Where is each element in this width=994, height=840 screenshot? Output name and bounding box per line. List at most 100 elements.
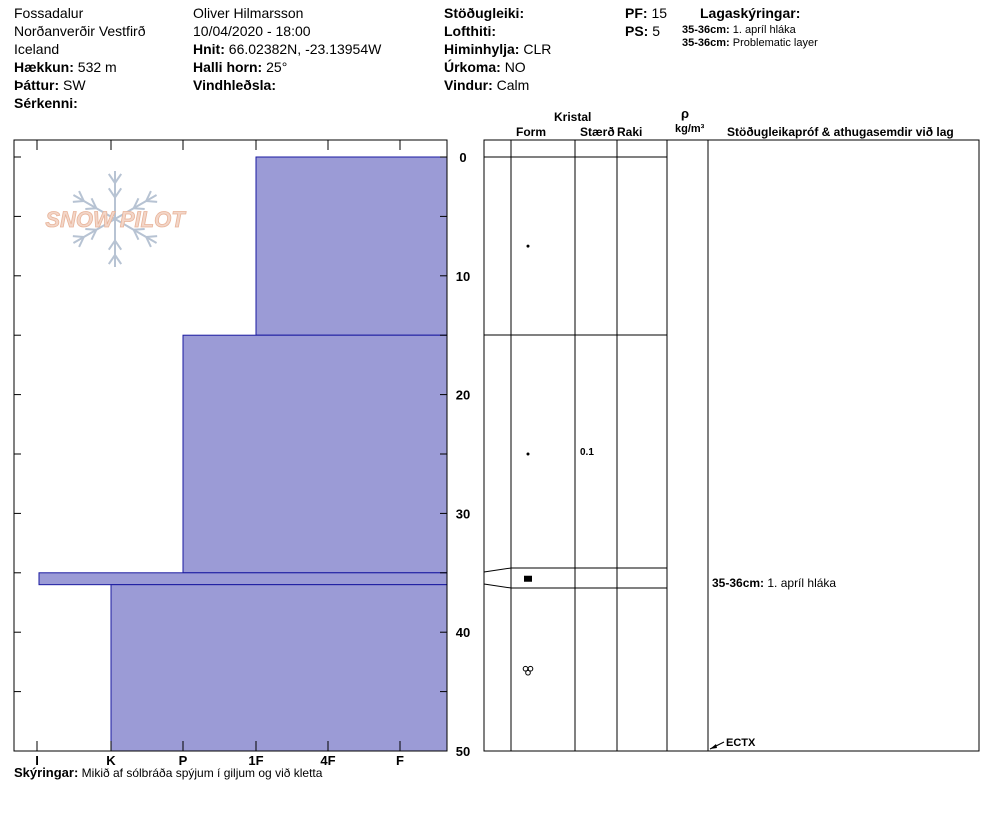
snowflake-branch <box>90 197 98 209</box>
coords-value: 66.02382N, -23.13954W <box>228 41 382 57</box>
wind-row: Vindur: Calm <box>444 76 551 94</box>
snowflake-branch <box>146 200 158 203</box>
footer-text: Mikið af sólbráða spýjum í giljum og við… <box>81 766 323 780</box>
hardness-tick-label: 4F <box>320 753 335 768</box>
snowflake-branch <box>133 207 145 211</box>
stability-row: Stöðugleiki: <box>444 4 551 22</box>
observer-name: Oliver Hilmarsson <box>193 5 304 21</box>
snowflake-branch <box>145 190 152 202</box>
hardness-bar-4 <box>110 584 448 752</box>
logo-text: SNOW PILOT <box>45 207 186 232</box>
location-name: Fossadalur <box>14 5 84 21</box>
depth-tick-label: 50 <box>456 744 470 759</box>
density-unit-header: kg/m³ <box>675 123 705 135</box>
snowflake-branch <box>78 236 85 248</box>
layer-boundary-connector <box>483 583 512 589</box>
pf-value: 15 <box>651 5 668 21</box>
stability-test-result: ECTX <box>726 737 756 749</box>
wind-value: Calm <box>496 77 530 93</box>
snowflake-branch <box>145 236 152 248</box>
precip-value: NO <box>504 59 526 75</box>
form-symbol-ring <box>527 665 534 672</box>
region-name: Norðanverðir Vestfirð <box>14 23 146 39</box>
hardness-bar-3 <box>38 572 448 586</box>
depth-tick-label: 40 <box>456 625 470 640</box>
form-header: Form <box>516 125 546 139</box>
layer-notes-title-text: Lagaskýringar: <box>700 5 801 21</box>
snowflake-branch <box>107 173 116 184</box>
size-value-cell: 0.1 <box>580 447 594 458</box>
form-symbol-square <box>524 575 532 582</box>
hardness-bars <box>38 156 448 752</box>
ps-row: PS: 5 <box>625 22 667 40</box>
pf-label: PF: <box>625 5 648 21</box>
snowflake-branch <box>78 190 85 202</box>
pf-row: PF: 15 <box>625 4 667 22</box>
snowflake-arm <box>114 194 158 220</box>
hardness-tick-label: F <box>396 753 404 768</box>
snowflake-branch <box>85 207 97 211</box>
layer-note-2-range: 35-36cm: <box>682 37 730 49</box>
observation-datetime: 10/04/2020 - 18:00 <box>193 23 311 39</box>
layer-comment-range: 35-36cm: <box>712 576 765 590</box>
precip-label: Úrkoma: <box>444 59 501 75</box>
footer-label: Skýringar: <box>14 765 79 780</box>
header-col-3: Stöðugleiki: Lofthiti: Himinhylja: CLR Ú… <box>444 4 551 94</box>
layers-table <box>483 139 980 752</box>
hardness-ticks: I K P 1F 4F F <box>35 140 404 768</box>
ps-value: 5 <box>652 23 661 39</box>
snowflake-branch <box>114 254 123 265</box>
ps-label: PS: <box>625 23 649 39</box>
elevation-row: Hækkun: 532 m <box>14 58 146 76</box>
snowflake-branch <box>114 240 123 251</box>
snowflake-branch <box>114 187 123 198</box>
snowflake-branch <box>107 240 116 251</box>
snowflake-branch <box>133 227 145 231</box>
wind-loading-row: Vindhleðsla: <box>193 76 381 94</box>
depth-tick-label: 10 <box>456 269 470 284</box>
header-col-2: Oliver Hilmarsson 10/04/2020 - 18:00 Hni… <box>193 4 381 94</box>
slope-value: 25° <box>266 59 288 75</box>
rho-header: ρ <box>681 106 690 121</box>
size-header: Stærð <box>580 125 615 139</box>
aspect-row: Þáttur: SW <box>14 76 146 94</box>
snowflake-arm <box>114 218 158 244</box>
test-result-arrowhead <box>710 744 717 749</box>
air-temp-row: Lofthiti: <box>444 22 551 40</box>
coords-row: Hnit: 66.02382N, -23.13954W <box>193 40 381 58</box>
snowflake-arm <box>72 218 116 244</box>
form-symbol-dot <box>526 452 530 456</box>
layer-note-2-text: Problematic layer <box>732 37 818 49</box>
snowflake-branch <box>72 235 84 238</box>
depth-tick-label: 30 <box>456 506 470 521</box>
snowflake-branch <box>132 197 140 209</box>
snowflake-branch <box>90 229 98 241</box>
sky-value: CLR <box>523 41 552 57</box>
hardness-tick-label: P <box>179 753 188 768</box>
hardness-tick-label: I <box>35 753 39 768</box>
hardness-bar-2 <box>182 334 448 574</box>
layer-boundary-connector <box>483 567 512 573</box>
header-col-4: PF: 15 PS: 5 <box>625 4 667 40</box>
elevation-label: Hækkun: <box>14 59 74 75</box>
snowflake-arm <box>72 194 116 220</box>
hardness-tick-label: 1F <box>248 753 263 768</box>
layer-comment: 35-36cm: 1. apríl hláka <box>712 577 836 590</box>
stability-label: Stöðugleiki: <box>444 5 525 21</box>
aspect-value: SW <box>63 77 86 93</box>
elevation-value: 532 m <box>77 59 117 75</box>
snowpilot-logo: SNOW PILOT <box>45 171 187 267</box>
snowflake-branch <box>72 200 84 203</box>
snowflake-icon <box>72 171 158 267</box>
form-symbol-dot <box>526 244 530 248</box>
precip-row: Úrkoma: NO <box>444 58 551 76</box>
slope-row: Halli horn: 25° <box>193 58 381 76</box>
wind-label: Vindur: <box>444 77 493 93</box>
header-col-1: Fossadalur Norðanverðir Vestfirð Iceland… <box>14 4 146 112</box>
layer-comment-text: 1. apríl hláka <box>767 576 837 590</box>
coords-label: Hnit: <box>193 41 225 57</box>
snowflake-branch <box>132 229 140 241</box>
depth-tick-label: 0 <box>459 150 466 165</box>
form-symbol-ring <box>525 669 531 676</box>
